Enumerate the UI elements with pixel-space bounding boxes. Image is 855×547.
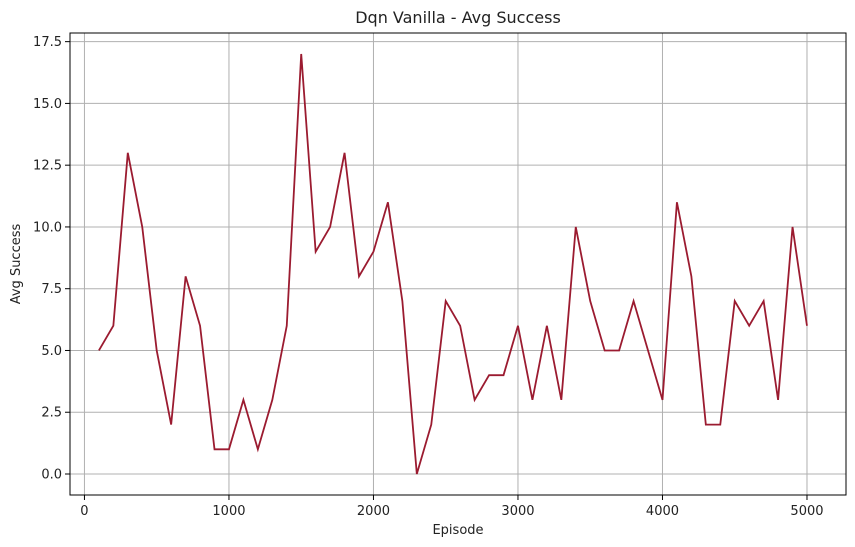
y-tick-label: 12.5 [33, 159, 62, 174]
y-axis-label: Avg Success [9, 224, 24, 305]
x-axis-ticks: 0 1000 2000 3000 4000 5000 [80, 495, 824, 519]
y-axis-ticks: 0.0 2.5 5.0 7.5 10.0 12.5 15.0 17.5 [33, 35, 70, 483]
y-tick-label: 15.0 [33, 97, 62, 112]
plot-frame [69, 32, 847, 496]
series-line [98, 53, 808, 475]
x-tick-label: 0 [80, 504, 88, 519]
x-axis-label: Episode [432, 523, 483, 538]
x-tick-label: 2000 [357, 504, 390, 519]
grid-lines [70, 33, 846, 495]
x-tick-label: 4000 [646, 504, 679, 519]
y-tick-label: 17.5 [33, 35, 62, 50]
x-tick-label: 1000 [212, 504, 245, 519]
y-tick-label: 5.0 [41, 344, 62, 359]
y-tick-label: 2.5 [41, 406, 62, 421]
y-tick-label: 7.5 [41, 282, 62, 297]
y-tick-label: 10.0 [33, 220, 62, 235]
x-tick-label: 3000 [501, 504, 534, 519]
y-tick-label: 0.0 [41, 468, 62, 483]
x-tick-label: 5000 [790, 504, 823, 519]
chart-title: Dqn Vanilla - Avg Success [355, 8, 561, 27]
